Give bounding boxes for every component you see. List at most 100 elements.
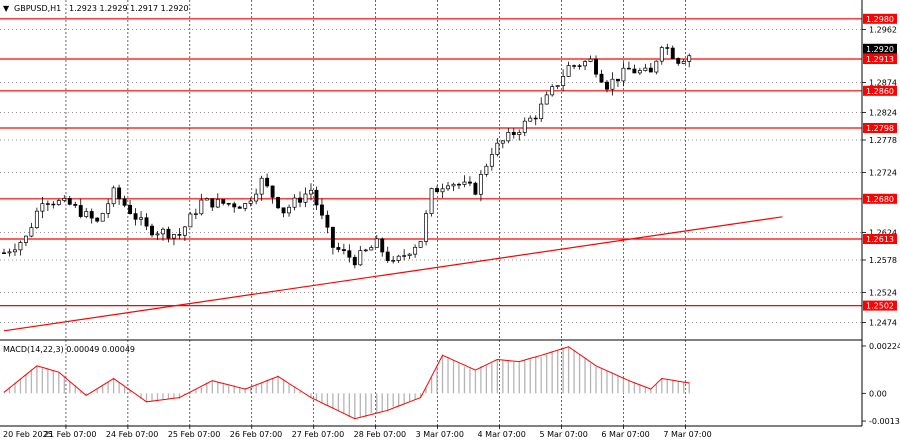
- candle: [369, 245, 374, 251]
- candle: [166, 226, 171, 243]
- last-price-tag: 1.2920: [863, 43, 897, 54]
- level-tag-label: 1.2980: [866, 15, 894, 24]
- candle: [440, 183, 445, 198]
- candle: [40, 196, 45, 219]
- candle: [199, 193, 204, 216]
- candle: [314, 186, 319, 211]
- candle: [659, 45, 664, 65]
- candle: [150, 223, 154, 238]
- candle: [171, 233, 176, 246]
- time-tick-label: 3 Mar 07:00: [416, 430, 464, 439]
- candle: [566, 61, 571, 77]
- candle: [533, 115, 538, 126]
- candle: [572, 64, 577, 70]
- candle: [73, 201, 78, 208]
- level-tag-label: 1.2613: [866, 235, 894, 244]
- candle: [457, 182, 461, 190]
- candle: [539, 97, 544, 122]
- candle: [561, 69, 566, 92]
- horizontal-levels[interactable]: [0, 18, 862, 307]
- candle: [319, 198, 324, 220]
- candle: [599, 69, 604, 83]
- time-tick-label: 6 Mar 07:00: [601, 430, 649, 439]
- candlesticks: [2, 43, 692, 269]
- candle: [687, 53, 692, 68]
- candle: [588, 55, 593, 63]
- symbol-timeframe-label: GBPUSD,H1: [14, 4, 61, 13]
- candle: [396, 254, 401, 263]
- candle: [232, 201, 237, 213]
- level-tag-label: 1.2502: [866, 302, 894, 311]
- candle: [347, 244, 352, 263]
- candle: [330, 226, 335, 255]
- candle: [265, 173, 270, 188]
- candle: [62, 195, 67, 203]
- candle: [23, 235, 28, 247]
- time-tick-label: 24 Feb 07:00: [106, 430, 158, 439]
- candle: [380, 237, 385, 257]
- candle: [407, 252, 412, 260]
- level-tag-label: 1.2680: [866, 195, 894, 204]
- macd-label: MACD(14,22,3) 0.00049 0.00049: [3, 345, 135, 354]
- time-tick-label: 27 Feb 07:00: [292, 430, 344, 439]
- candle: [248, 197, 253, 207]
- candle: [577, 63, 582, 70]
- candle: [128, 199, 133, 215]
- candle: [648, 63, 653, 73]
- candle: [193, 208, 198, 220]
- candle: [429, 187, 434, 217]
- level-tag-label: 1.2860: [866, 87, 894, 96]
- candle: [654, 60, 659, 75]
- candle: [352, 254, 357, 269]
- candle: [325, 210, 330, 234]
- candle: [626, 61, 631, 70]
- level-tag-label: 1.2798: [866, 124, 894, 133]
- candle: [517, 129, 522, 141]
- candle: [298, 191, 302, 208]
- candle: [544, 91, 549, 105]
- candle: [594, 55, 598, 78]
- candle: [583, 59, 588, 71]
- candle: [402, 249, 407, 261]
- candle: [51, 201, 56, 209]
- candle: [462, 175, 467, 188]
- candle: [637, 67, 642, 76]
- candle: [500, 139, 505, 149]
- symbol-menu-arrow-icon[interactable]: ▼: [3, 4, 10, 13]
- price-tick-label: 1.2524: [869, 288, 897, 297]
- candle: [495, 138, 500, 157]
- candle: [45, 200, 50, 211]
- candle: [2, 248, 6, 254]
- candle: [303, 187, 308, 208]
- time-tick-label: 7 Mar 07:00: [663, 430, 711, 439]
- candle: [144, 213, 149, 231]
- candle: [391, 256, 396, 264]
- price-tick-label: 1.2962: [869, 26, 897, 35]
- time-tick-label: 5 Mar 07:00: [539, 430, 587, 439]
- level-tag-bg: [863, 234, 897, 244]
- candle: [605, 79, 609, 93]
- candle: [632, 64, 637, 74]
- macd-histogram: [3, 347, 690, 419]
- ohlc-values: 1.2923 1.2929 1.2917 1.2920: [69, 4, 189, 13]
- candle: [237, 205, 242, 209]
- candle: [610, 72, 615, 96]
- trendline[interactable]: [3, 216, 783, 332]
- time-tick-label: 21 Feb 07:00: [44, 430, 96, 439]
- candle: [374, 235, 379, 248]
- candle: [451, 182, 456, 192]
- candle: [643, 63, 648, 72]
- candle: [84, 208, 89, 219]
- candle: [95, 217, 100, 223]
- candle: [226, 202, 231, 207]
- candle: [292, 194, 297, 211]
- candle: [473, 181, 478, 196]
- candle: [676, 57, 681, 66]
- price-tick-label: 1.2824: [869, 108, 897, 117]
